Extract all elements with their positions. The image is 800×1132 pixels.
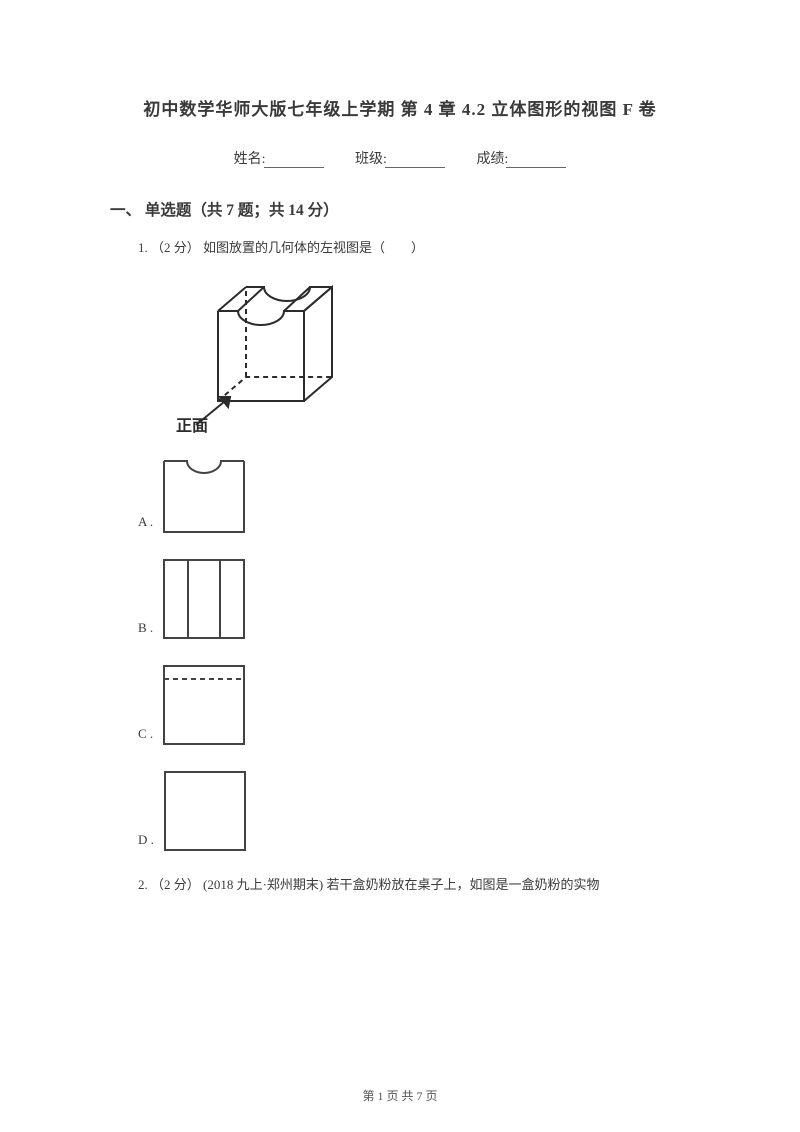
q1-option-c: C . <box>138 663 690 747</box>
name-label: 姓名: <box>234 152 266 167</box>
opt-c-figure <box>161 663 247 747</box>
page: 初中数学华师大版七年级上学期 第 4 章 4.2 立体图形的视图 F 卷 姓名:… <box>0 0 800 950</box>
class-blank <box>385 154 445 168</box>
score-blank <box>506 154 566 168</box>
opt-a-figure <box>161 451 247 535</box>
opt-b-label: B . <box>138 618 153 641</box>
q1-option-b: B . <box>138 557 690 641</box>
question-1: 1. （2 分） 如图放置的几何体的左视图是（ ） <box>138 238 690 896</box>
section-heading: 一、 单选题（共 7 题；共 14 分） <box>110 198 690 220</box>
page-footer: 第 1 页 共 7 页 <box>0 1087 800 1104</box>
opt-d-label: D . <box>138 830 154 853</box>
front-label-text: 正面 <box>176 417 208 433</box>
q1-text: 1. （2 分） 如图放置的几何体的左视图是（ ） <box>138 238 690 259</box>
opt-b-figure <box>161 557 247 641</box>
opt-d-figure <box>162 769 248 853</box>
q1-option-a: A . <box>138 451 690 535</box>
name-blank <box>264 154 324 168</box>
q1-option-d: D . <box>138 769 690 853</box>
score-label: 成绩: <box>476 152 508 167</box>
info-line: 姓名: 班级: 成绩: <box>110 148 690 168</box>
q1-main-figure: 正面 <box>176 273 690 433</box>
class-label: 班级: <box>355 152 387 167</box>
q2-text: 2. （2 分） (2018 九上·郑州期末) 若干盒奶粉放在桌子上，如图是一盒… <box>138 875 690 896</box>
opt-c-label: C . <box>138 724 153 747</box>
opt-a-label: A . <box>138 512 153 535</box>
page-title: 初中数学华师大版七年级上学期 第 4 章 4.2 立体图形的视图 F 卷 <box>110 95 690 120</box>
